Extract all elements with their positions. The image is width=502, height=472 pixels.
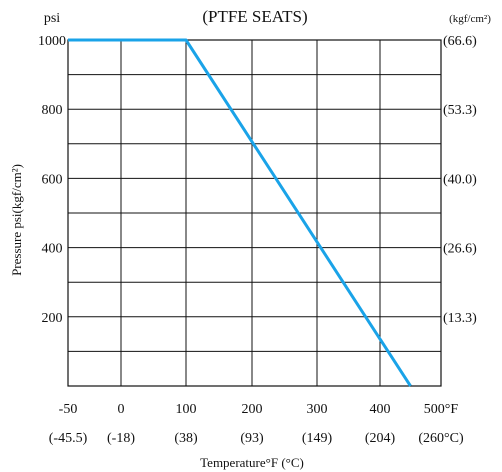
grid-layer: [68, 40, 441, 386]
x-tick-label-celsius: (260°C): [418, 431, 464, 446]
y-tick-label-right: (66.6): [443, 34, 477, 49]
x-tick-label: 400: [370, 402, 391, 417]
plot-frame: [67, 39, 442, 387]
y-tick-label-right: (26.6): [443, 242, 477, 257]
x-tick-label-celsius: (-45.5): [49, 431, 88, 446]
y-axis-label: Pressure psi(kgf/cm²): [9, 164, 24, 276]
y-tick-label: 200: [42, 311, 63, 326]
y-tick-label-right: (13.3): [443, 311, 477, 326]
label-layer: 200 (13.3)400 (26.6)600 (40.0)800 (53.3)1000…: [38, 34, 477, 446]
left-axis-unit: psi: [44, 11, 60, 26]
x-tick-label-celsius: (38): [174, 431, 198, 446]
y-tick-label: 1000: [38, 34, 66, 49]
x-tick-label-celsius: (149): [302, 431, 333, 446]
x-tick-label: 300: [307, 402, 328, 417]
x-tick-label-celsius: (93): [240, 431, 264, 446]
right-axis-unit: (kgf/cm²): [449, 13, 491, 25]
x-tick-label: 0: [118, 402, 125, 417]
series-line: [68, 38, 412, 387]
y-tick-label-right: (53.3): [443, 103, 477, 118]
x-tick-label: 100: [176, 402, 197, 417]
series-layer: [68, 38, 412, 387]
chart-title: (PTFE SEATS): [202, 7, 307, 26]
y-tick-label: 600: [42, 172, 63, 187]
x-tick-label-celsius: (204): [365, 431, 396, 446]
x-tick-label: 200: [242, 402, 263, 417]
y-tick-label: 400: [42, 242, 63, 257]
x-tick-label-celsius: (-18): [107, 431, 135, 446]
x-axis-label: Temperature°F (°C): [200, 455, 304, 470]
x-tick-label: 500°F: [424, 402, 459, 417]
y-tick-label-right: (40.0): [443, 172, 477, 187]
x-tick-label: -50: [59, 402, 78, 417]
y-tick-label: 800: [42, 103, 63, 118]
